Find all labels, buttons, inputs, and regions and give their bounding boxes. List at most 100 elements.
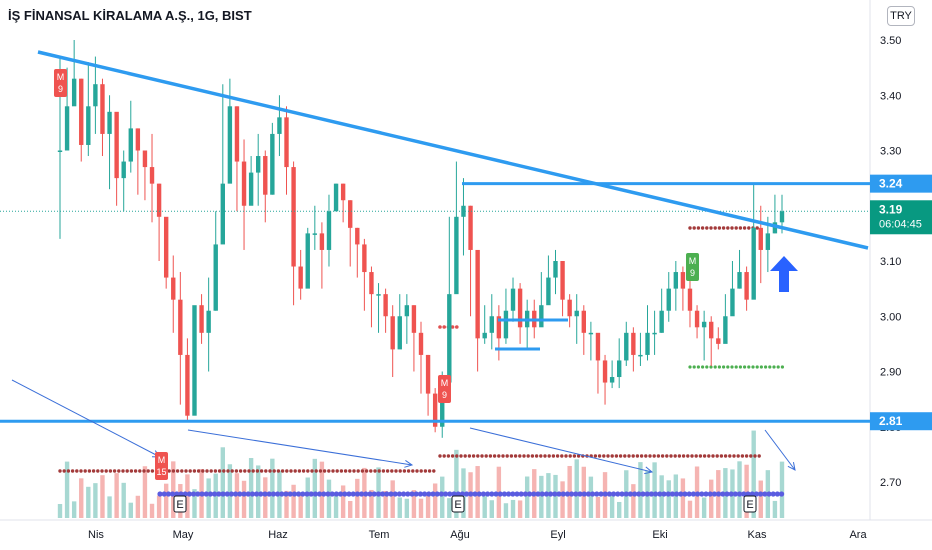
dot-red: [690, 454, 694, 458]
dot-green: [705, 365, 709, 369]
volume-bar: [666, 480, 671, 518]
dot-red: [732, 454, 736, 458]
candle-body: [645, 332, 650, 355]
dot-red: [688, 226, 692, 230]
currency-button[interactable]: TRY: [887, 6, 915, 26]
dot-blue: [724, 491, 730, 497]
m9-badge-top: M: [57, 72, 65, 82]
dot-red: [297, 469, 302, 473]
dot-green: [701, 365, 705, 369]
dot-red: [543, 454, 547, 458]
dot-blue: [758, 491, 764, 497]
dot-red: [83, 469, 87, 473]
candle-body: [503, 310, 509, 339]
dot-red: [226, 469, 230, 473]
dot-blue: [485, 491, 491, 497]
dot-blue: [762, 491, 768, 497]
dot-red: [450, 325, 455, 329]
candle-body: [376, 294, 381, 296]
dot-blue: [216, 491, 222, 497]
dot-blue: [434, 491, 440, 497]
candle-body: [758, 227, 763, 250]
volume-bar: [326, 479, 332, 518]
volume-bar: [135, 495, 141, 518]
dot-red: [335, 469, 339, 473]
volume-bar: [425, 495, 431, 518]
dot-red: [700, 226, 705, 230]
volume-bar: [418, 498, 424, 518]
dot-red: [423, 469, 428, 473]
dot-blue: [199, 491, 205, 497]
dot-blue: [317, 491, 323, 497]
candle-body: [93, 84, 98, 107]
price-tick-label: 3.30: [880, 146, 901, 158]
dot-blue: [514, 491, 520, 497]
dot-red: [201, 469, 205, 473]
dot-red: [560, 454, 564, 458]
dot-blue: [409, 491, 415, 497]
dot-blue: [753, 491, 760, 497]
dot-blue: [417, 491, 423, 497]
dot-blue: [770, 491, 776, 497]
dot-red: [230, 469, 234, 473]
candle-body: [425, 354, 431, 394]
dot-red: [450, 454, 455, 458]
candle-body: [447, 294, 452, 383]
volume-bar: [659, 475, 664, 518]
candle-body: [326, 211, 332, 250]
candle-body: [234, 106, 240, 162]
dot-blue: [254, 491, 260, 497]
candle-body: [121, 161, 126, 179]
dot-red: [442, 325, 447, 329]
candle-body: [277, 117, 282, 134]
dot-red: [648, 454, 652, 458]
dot-blue: [665, 491, 671, 497]
dot-blue: [455, 491, 461, 497]
candle-body: [404, 305, 410, 317]
dot-blue: [258, 491, 264, 497]
time-tick-label: Kas: [748, 529, 767, 541]
dot-blue: [245, 491, 251, 497]
dot-red: [463, 454, 467, 458]
earnings-marker: [451, 495, 465, 513]
volume-bar: [220, 447, 225, 518]
dot-red: [142, 469, 146, 473]
candle-body: [539, 305, 544, 328]
dot-red: [402, 469, 407, 473]
candle-body: [553, 261, 558, 278]
dot-red: [736, 454, 740, 458]
dot-blue: [619, 491, 625, 497]
dot-red: [243, 469, 247, 473]
dot-red: [505, 454, 509, 458]
candle-body: [64, 106, 70, 151]
volume-bar: [482, 496, 487, 518]
dot-red: [627, 454, 631, 458]
symbol-title: İŞ FİNANSAL KİRALAMA A.Ş., 1G, BIST: [8, 8, 252, 23]
dot-red: [692, 226, 696, 230]
dot-blue: [287, 491, 293, 497]
dot-red: [564, 454, 568, 458]
dot-red: [539, 454, 543, 458]
dot-red: [635, 454, 640, 458]
dot-red: [530, 454, 535, 458]
dot-green: [730, 365, 734, 369]
volume-bar: [355, 478, 360, 518]
dot-red: [753, 454, 757, 458]
dot-green: [738, 365, 743, 369]
candle-body: [581, 310, 586, 333]
dot-red: [677, 454, 682, 458]
dot-blue: [342, 491, 348, 497]
dot-red: [669, 454, 673, 458]
dot-blue: [615, 491, 621, 497]
dot-blue: [304, 491, 310, 497]
dot-red: [492, 454, 497, 458]
dot-blue: [363, 491, 369, 497]
dot-blue: [711, 491, 718, 497]
candle-body: [256, 156, 261, 173]
dot-blue: [401, 491, 407, 497]
volume-bar: [652, 462, 657, 518]
volume-bar: [121, 482, 126, 518]
dot-red: [610, 454, 614, 458]
dot-blue: [392, 491, 398, 497]
